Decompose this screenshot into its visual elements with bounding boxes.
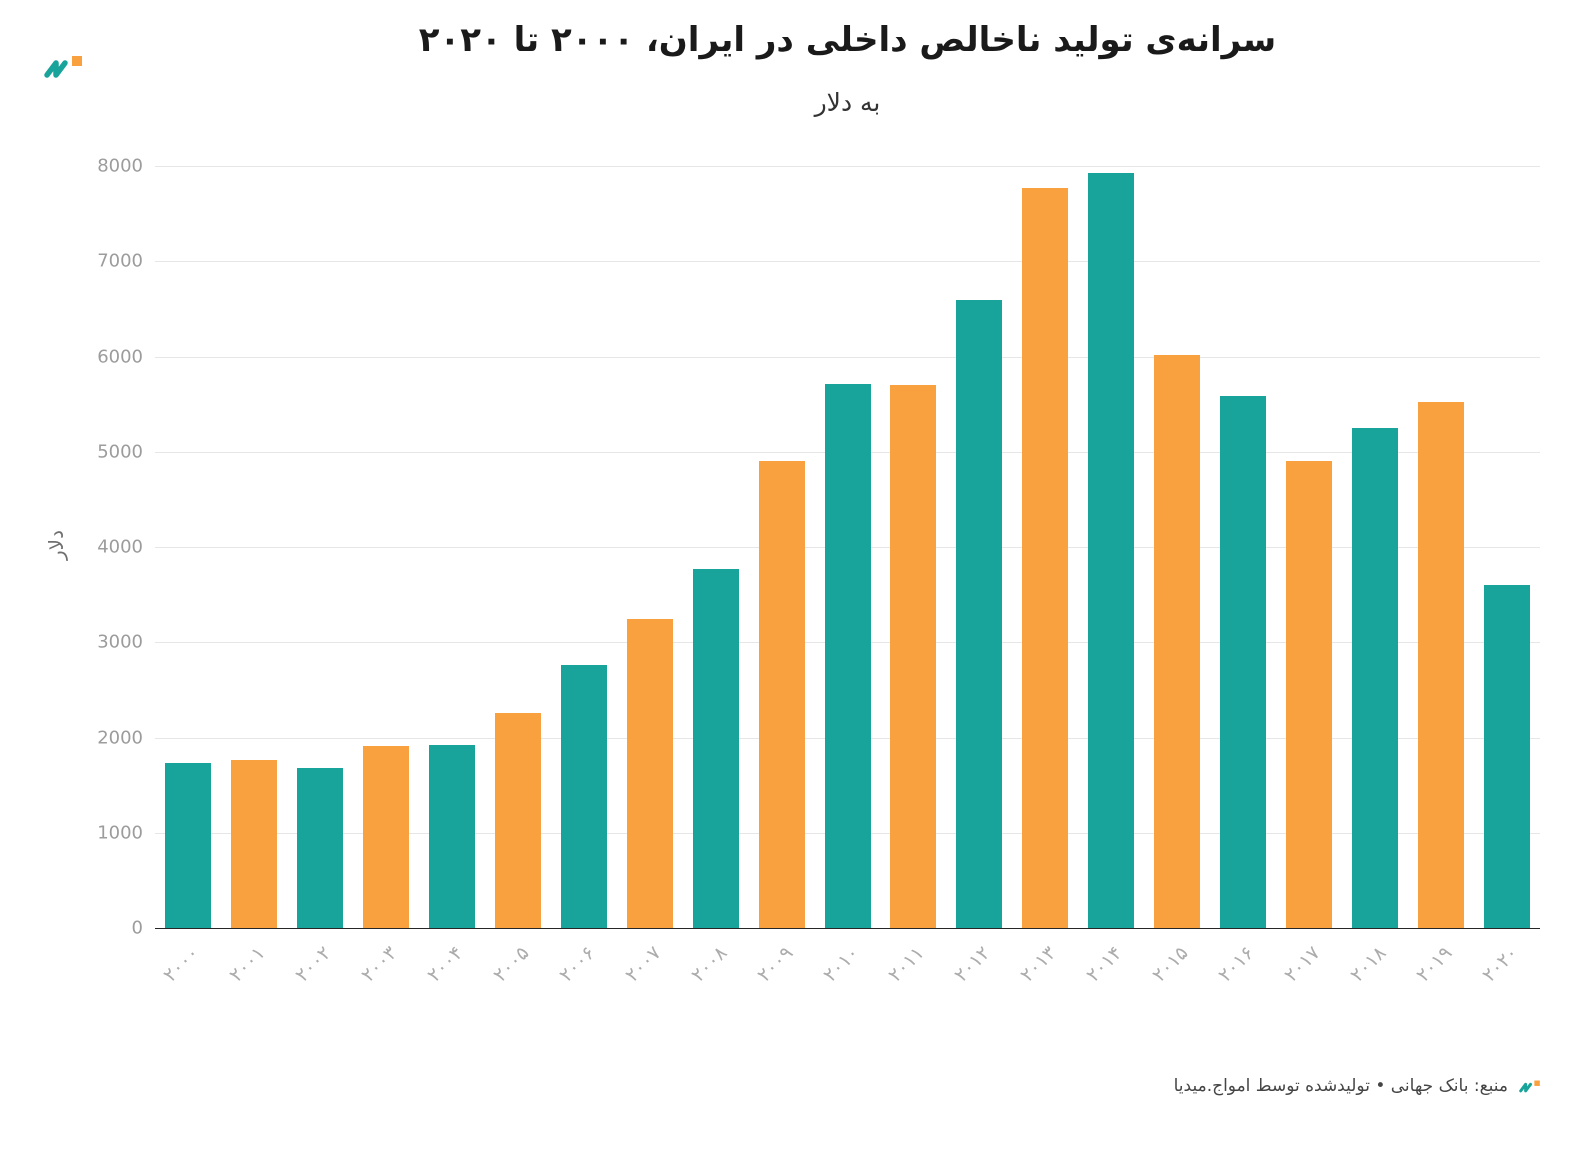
x-tick-label-text: ۲۰۱۵ xyxy=(1148,942,1193,987)
bar-slot-2010: ۲۰۱۰ xyxy=(815,166,881,986)
bar-2004 xyxy=(428,745,475,928)
x-tick-label-text: ۲۰۱۸ xyxy=(1346,942,1391,987)
y-tick-label-5000: 5000 xyxy=(97,441,143,463)
gridline-6000 xyxy=(155,356,1540,358)
x-tick-label-text: ۲۰۱۴ xyxy=(1082,942,1127,987)
bar-slot-2003: ۲۰۰۳ xyxy=(353,166,419,986)
footer: منبع: بانک جهانی • تولیدشده توسط امواج.م… xyxy=(1174,1076,1542,1096)
x-tick-label-text: ۲۰۱۷ xyxy=(1280,942,1325,987)
x-tick-label-text: ۲۰۱۲ xyxy=(950,942,995,987)
bar-2005 xyxy=(494,712,541,928)
bar-slot-2014: ۲۰۱۴ xyxy=(1078,166,1144,986)
x-tick-label-text: ۲۰۱۱ xyxy=(884,942,930,987)
gridline-7000 xyxy=(155,261,1540,263)
wave-square-logo-icon xyxy=(44,56,82,78)
wave-square-logo-icon xyxy=(1519,1080,1540,1092)
bar-slot-2001: ۲۰۰۱ xyxy=(221,166,287,986)
bar-slot-2004: ۲۰۰۴ xyxy=(419,166,485,986)
y-tick-label-4000: 4000 xyxy=(97,536,143,558)
bar-2018 xyxy=(1352,427,1399,928)
x-tick-label-text: ۲۰۰۰ xyxy=(159,942,204,987)
y-tick-label-0: 0 xyxy=(131,917,143,939)
bar-2002 xyxy=(296,767,343,928)
bar-slot-2006: ۲۰۰۶ xyxy=(551,166,617,986)
amwaj-logo xyxy=(42,52,86,82)
bar-2000 xyxy=(164,763,211,928)
bar-2008 xyxy=(692,568,739,928)
chart-subtitle: به دلار xyxy=(814,88,881,117)
gridline-8000 xyxy=(155,166,1540,167)
x-tick-label-text: ۲۰۰۳ xyxy=(356,942,402,987)
x-tick-label-text: ۲۰۱۰ xyxy=(818,942,864,987)
bar-slot-2016: ۲۰۱۶ xyxy=(1210,166,1276,986)
plot-area: ۲۰۰۰ ۲۰۰۱ ۲۰۰۲ ۲۰۰۳ ۲۰۰۴ ۲۰۰۵ ۲۰۰۶ ۲۰۰۷ ۲۰۰۸ ۲۰۰۹… xyxy=(97,156,1540,986)
bar-2016 xyxy=(1220,395,1267,928)
x-axis-baseline xyxy=(155,928,1540,929)
bar-2009 xyxy=(758,461,805,928)
x-tick-label-text: ۲۰۰۴ xyxy=(422,942,468,987)
bar-slot-2005: ۲۰۰۵ xyxy=(485,166,551,986)
x-tick-label-text: ۲۰۰۹ xyxy=(752,942,798,987)
bar-slot-2011: ۲۰۱۱ xyxy=(880,166,946,986)
bar-2010 xyxy=(824,384,871,928)
bar-2003 xyxy=(362,746,409,928)
x-tick-label-text: ۲۰۰۶ xyxy=(554,942,600,987)
bar-slot-2015: ۲۰۱۵ xyxy=(1144,166,1210,986)
x-tick-label-text: ۲۰۰۱ xyxy=(225,942,270,987)
bar-2019 xyxy=(1418,402,1465,928)
bar-2012 xyxy=(956,300,1003,928)
source-text: منبع: بانک جهانی • تولیدشده توسط امواج.م… xyxy=(1173,1076,1508,1096)
x-tick-label-text: ۲۰۰۷ xyxy=(620,942,666,987)
bar-slot-2019: ۲۰۱۹ xyxy=(1408,166,1474,986)
y-tick-label-7000: 7000 xyxy=(97,250,143,272)
bar-slot-2009: ۲۰۰۹ xyxy=(749,166,815,986)
y-axis-title: دلار xyxy=(44,530,68,560)
y-tick-label-1000: 1000 xyxy=(97,822,143,844)
bar-slot-2018: ۲۰۱۸ xyxy=(1342,166,1408,986)
bar-2007 xyxy=(626,619,673,928)
x-tick-label-text: ۲۰۱۶ xyxy=(1214,942,1259,987)
amwaj-footer-icon xyxy=(1518,1078,1542,1095)
bar-2014 xyxy=(1088,172,1135,928)
bar-slot-2007: ۲۰۰۷ xyxy=(617,166,683,986)
bar-slot-2020: ۲۰۲۰ xyxy=(1474,166,1540,986)
bar-slot-2008: ۲۰۰۸ xyxy=(683,166,749,986)
bar-2013 xyxy=(1022,187,1069,928)
bar-2011 xyxy=(890,385,937,928)
y-tick-label-6000: 6000 xyxy=(97,346,143,367)
x-tick-label-text: ۲۰۰۲ xyxy=(291,942,336,987)
bar-2015 xyxy=(1154,354,1201,928)
bars-layer: ۲۰۰۰ ۲۰۰۱ ۲۰۰۲ ۲۰۰۳ ۲۰۰۴ ۲۰۰۵ ۲۰۰۶ ۲۰۰۷ ۲۰۰۸ ۲۰۰۹… xyxy=(155,166,1540,986)
bar-slot-2002: ۲۰۰۲ xyxy=(287,166,353,986)
bar-2020 xyxy=(1484,585,1531,928)
y-tick-label-2000: 2000 xyxy=(97,727,143,748)
x-tick-label-text: ۲۰۰۵ xyxy=(488,942,534,987)
y-tick-label-8000: 8000 xyxy=(97,155,143,177)
bar-slot-2013: ۲۰۱۳ xyxy=(1012,166,1078,986)
bar-slot-2012: ۲۰۱۲ xyxy=(946,166,1012,986)
x-tick-label-text: ۲۰۱۳ xyxy=(1016,942,1061,987)
bar-2017 xyxy=(1286,461,1333,928)
chart-title: سرانه‌ی تولید ناخالص داخلی در ایران، ۲۰۰… xyxy=(418,20,1277,60)
y-tick-label-3000: 3000 xyxy=(97,631,143,653)
x-tick-label-text: ۲۰۲۰ xyxy=(1478,942,1523,987)
bar-slot-2000: ۲۰۰۰ xyxy=(155,166,221,986)
x-tick-label-text: ۲۰۰۸ xyxy=(686,942,732,987)
x-tick-label-text: ۲۰۱۹ xyxy=(1412,942,1457,987)
bar-slot-2017: ۲۰۱۷ xyxy=(1276,166,1342,986)
bar-2001 xyxy=(230,760,277,928)
bar-2006 xyxy=(560,665,607,928)
